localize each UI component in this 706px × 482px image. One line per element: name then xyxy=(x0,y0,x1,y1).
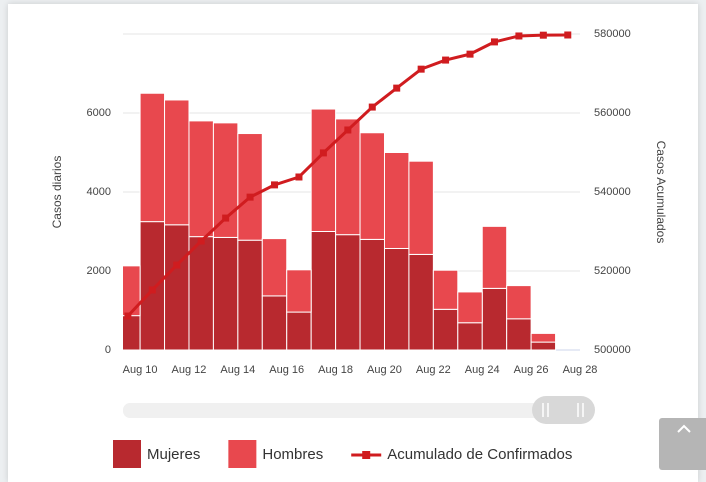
y-axis-title: Casos diarios xyxy=(50,156,64,229)
bar xyxy=(432,269,459,310)
legend-symbol xyxy=(362,451,371,459)
bar xyxy=(261,295,288,351)
line-marker xyxy=(393,84,401,92)
x-tick-label: Aug 10 xyxy=(123,364,158,376)
bar xyxy=(188,120,214,238)
bar xyxy=(457,322,483,351)
bar xyxy=(286,311,312,351)
y2-tick-label: 500000 xyxy=(594,344,631,356)
bar xyxy=(164,224,190,351)
x-tick-label: Aug 22 xyxy=(416,364,451,376)
legend-item[interactable]: Acumulado de Confirmados xyxy=(351,446,572,463)
line-marker xyxy=(222,214,230,222)
y-tick-label: 4000 xyxy=(87,186,111,198)
bar xyxy=(286,269,312,313)
bar xyxy=(237,239,263,351)
x-tick-label: Aug 20 xyxy=(367,364,402,376)
line-marker xyxy=(417,65,425,73)
legend-symbol xyxy=(228,440,257,468)
line-marker xyxy=(295,173,303,181)
scrollbar-track[interactable] xyxy=(123,403,593,418)
bar xyxy=(212,236,239,351)
x-tick-label: Aug 26 xyxy=(514,364,549,376)
bar xyxy=(481,287,508,351)
legend-label: Acumulado de Confirmados xyxy=(387,446,572,463)
bar xyxy=(481,225,508,289)
line-marker xyxy=(319,149,327,157)
line-marker xyxy=(197,237,205,245)
bar xyxy=(383,247,410,351)
bar xyxy=(310,231,337,351)
line-marker xyxy=(515,32,523,40)
lines xyxy=(124,31,572,320)
x-tick-label: Aug 14 xyxy=(220,364,255,376)
scroll-top-button[interactable] xyxy=(659,418,706,470)
line-marker xyxy=(490,38,498,46)
bar xyxy=(123,315,141,351)
line-marker xyxy=(246,193,254,201)
x-tick-label: Aug 28 xyxy=(563,364,598,376)
bar xyxy=(310,108,337,232)
line-marker xyxy=(148,286,156,294)
legend-item[interactable]: Hombres xyxy=(228,440,323,468)
y2-tick-label: 540000 xyxy=(594,186,631,198)
line-marker xyxy=(124,312,132,320)
legend-label: Mujeres xyxy=(147,446,200,463)
bar xyxy=(335,234,361,351)
line-marker xyxy=(344,126,352,134)
bar xyxy=(530,332,557,343)
line-marker xyxy=(564,31,572,39)
legend: Mujeres Hombres Acumulado de Confirmados xyxy=(113,440,572,468)
bar xyxy=(408,253,434,351)
y2-axis-title: Casos Acumulados xyxy=(654,141,668,244)
line-marker xyxy=(271,181,279,189)
line-marker xyxy=(466,50,474,58)
line-marker xyxy=(368,103,376,111)
bar xyxy=(506,285,532,320)
bar xyxy=(408,160,434,255)
x-tick-label: Aug 16 xyxy=(269,364,304,376)
line-marker xyxy=(173,261,181,269)
y2-tick-label: 580000 xyxy=(594,28,631,40)
bar xyxy=(188,236,214,351)
bar xyxy=(261,238,288,297)
y2-tick-label: 560000 xyxy=(594,107,631,119)
bars xyxy=(123,92,557,351)
y-tick-label: 0 xyxy=(105,344,111,356)
legend-label: Hombres xyxy=(262,446,323,463)
y-tick-label: 2000 xyxy=(87,265,111,277)
bar xyxy=(139,92,166,223)
bar xyxy=(359,238,385,351)
bar xyxy=(432,308,459,351)
bar xyxy=(139,221,166,351)
scroll-handle[interactable] xyxy=(546,396,581,424)
line-marker xyxy=(539,31,547,39)
bar xyxy=(237,133,263,241)
bar xyxy=(359,132,385,240)
bar xyxy=(383,152,410,249)
legend-item[interactable]: Mujeres xyxy=(113,440,200,468)
x-tick-label: Aug 12 xyxy=(172,364,207,376)
y-tick-label: 6000 xyxy=(87,107,111,119)
bar xyxy=(164,99,190,226)
arrow-up-icon xyxy=(677,424,691,433)
bar xyxy=(506,318,532,351)
y2-tick-label: 520000 xyxy=(594,265,631,277)
line-marker xyxy=(442,56,450,64)
bar xyxy=(457,291,483,324)
x-tick-label: Aug 24 xyxy=(465,364,500,376)
x-tick-label: Aug 18 xyxy=(318,364,353,376)
legend-symbol xyxy=(113,440,141,468)
bar xyxy=(530,341,557,351)
labels: 500000 520000 540000 560000 580000 0 2000 4000 6… xyxy=(87,28,631,376)
